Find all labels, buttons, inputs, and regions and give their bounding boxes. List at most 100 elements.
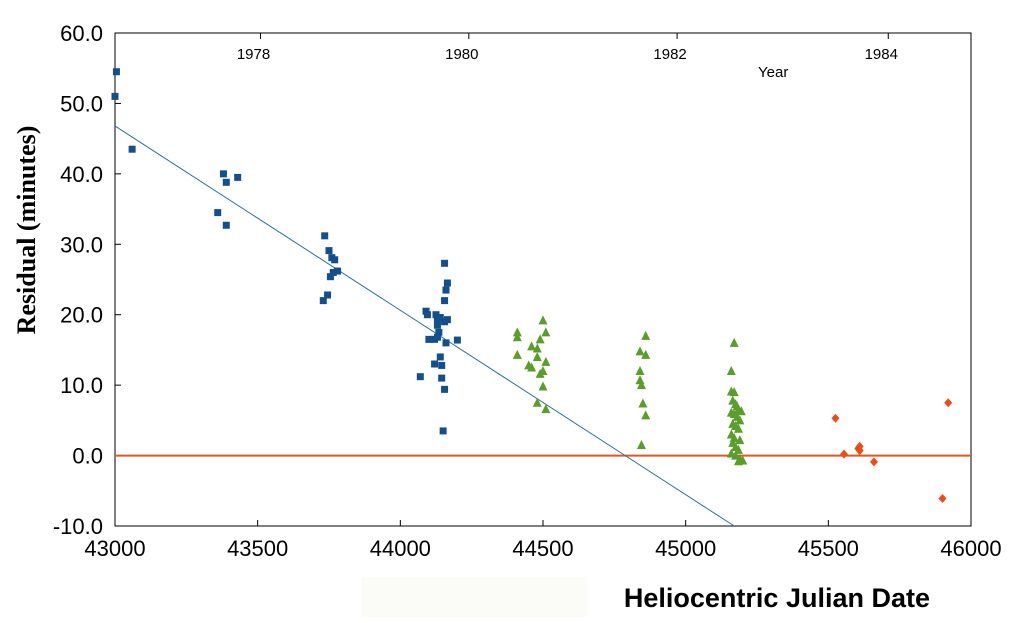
x-label-backdrop — [362, 577, 587, 617]
data-point — [442, 339, 450, 347]
data-point — [538, 315, 548, 325]
data-point — [855, 446, 864, 456]
data-point — [869, 457, 878, 467]
year-tick-label: 1978 — [237, 46, 270, 63]
data-point — [527, 341, 537, 351]
data-point — [733, 423, 743, 433]
data-point — [442, 286, 450, 294]
data-point — [638, 398, 648, 408]
data-point — [436, 353, 444, 361]
data-point — [111, 92, 119, 100]
data-point — [729, 337, 739, 347]
y-tick-label: 60.0 — [60, 21, 103, 46]
y-axis-label: Residual (minutes) — [12, 126, 41, 335]
data-point — [733, 444, 743, 454]
data-point — [435, 328, 443, 336]
data-point — [112, 68, 120, 76]
data-point — [325, 247, 333, 255]
data-point — [441, 259, 449, 267]
data-point — [735, 435, 745, 445]
data-point — [438, 374, 446, 382]
data-point — [641, 349, 651, 359]
data-point — [532, 397, 542, 407]
data-point — [641, 410, 651, 420]
data-point — [938, 494, 947, 504]
data-point — [219, 170, 227, 178]
data-point — [331, 256, 339, 264]
data-point — [944, 398, 953, 408]
plot-content — [111, 68, 971, 527]
year-tick-label: 1982 — [653, 46, 686, 63]
data-point — [431, 360, 439, 368]
data-point — [431, 335, 439, 343]
y-tick-label: 30.0 — [60, 232, 103, 257]
data-point — [635, 366, 645, 376]
y-tick-label: 20.0 — [60, 303, 103, 328]
data-point — [840, 449, 849, 459]
x-tick-label: 44000 — [370, 536, 431, 561]
series-blue-squares — [111, 68, 461, 435]
data-point — [538, 381, 548, 391]
x-tick-label: 46000 — [940, 536, 1001, 561]
data-point — [731, 450, 741, 460]
y-tick-label: 50.0 — [60, 91, 103, 116]
data-point — [527, 362, 537, 372]
data-point — [334, 267, 342, 275]
data-point — [436, 314, 444, 322]
fit-line — [114, 125, 735, 527]
x-axis-label: Heliocentric Julian Date — [624, 583, 930, 613]
data-point — [541, 404, 551, 414]
data-point — [453, 336, 461, 344]
data-point — [443, 279, 451, 287]
data-point — [532, 343, 542, 353]
x-tick-label: 44500 — [512, 536, 573, 561]
data-point — [214, 209, 222, 217]
data-point — [541, 327, 551, 337]
data-point — [432, 311, 440, 319]
data-point — [439, 427, 447, 435]
data-point — [535, 334, 545, 344]
y-tick-label: 0.0 — [72, 444, 103, 469]
x-tick-label: 43500 — [227, 536, 288, 561]
series-green-triangles — [512, 315, 748, 466]
top-axis-label: Year — [758, 64, 788, 81]
data-point — [329, 268, 337, 276]
data-point — [636, 380, 646, 390]
year-tick-label: 1984 — [865, 46, 898, 63]
series-orange-diamonds — [831, 398, 953, 504]
y-tick-label: -10.0 — [53, 514, 103, 539]
data-point — [433, 321, 441, 329]
y-tick-label: 10.0 — [60, 373, 103, 398]
data-point — [324, 291, 332, 299]
data-point — [441, 297, 449, 305]
data-point — [321, 232, 329, 240]
data-point — [733, 456, 743, 466]
data-point — [326, 273, 334, 281]
data-point — [532, 351, 542, 361]
data-point — [726, 366, 736, 376]
data-point — [128, 145, 136, 153]
data-point — [422, 307, 430, 315]
y-tick-label: 40.0 — [60, 162, 103, 187]
data-point — [512, 327, 522, 337]
data-point — [443, 316, 451, 324]
data-point — [438, 361, 446, 369]
data-point — [641, 330, 651, 340]
data-point — [635, 346, 645, 356]
x-tick-label: 45500 — [798, 536, 859, 561]
x-tick-label: 45000 — [655, 536, 716, 561]
data-point — [234, 173, 242, 181]
data-point — [512, 332, 522, 342]
plot-frame — [114, 32, 972, 527]
data-point — [416, 373, 424, 381]
year-tick-label: 1980 — [445, 46, 478, 63]
data-point — [735, 415, 745, 425]
data-point — [441, 385, 449, 393]
data-point — [423, 311, 431, 319]
data-point — [425, 335, 433, 343]
data-point — [729, 387, 739, 397]
data-point — [222, 221, 230, 229]
data-point — [736, 406, 746, 416]
year-tick-labels: 1978 1980 1982 1984 — [237, 46, 898, 63]
